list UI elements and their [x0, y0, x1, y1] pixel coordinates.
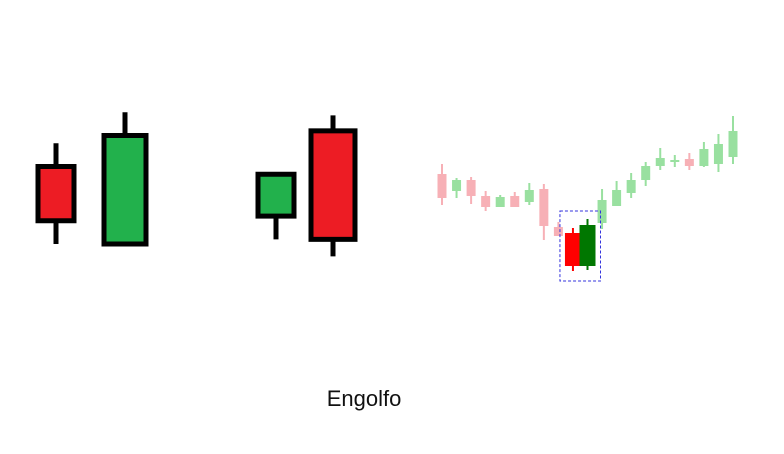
example-candle-bear — [35, 143, 77, 244]
market-candle-body — [481, 196, 491, 207]
market-candle — [495, 195, 505, 207]
example-candle-bull — [101, 112, 149, 247]
market-candle-body — [564, 233, 581, 266]
market-candle — [539, 184, 549, 240]
market-candle — [510, 192, 520, 207]
market-candle — [437, 164, 447, 205]
market-candle-body — [495, 197, 505, 207]
market-candle — [713, 134, 723, 172]
example-bullish-engulfing — [35, 112, 149, 247]
example-candle-body — [35, 164, 77, 224]
market-candle — [699, 142, 709, 167]
market-candle — [524, 183, 534, 205]
market-candle-body — [612, 190, 622, 206]
market-candle — [466, 177, 476, 204]
market-candle-body — [553, 227, 563, 236]
example-candle-bear — [308, 115, 358, 257]
market-candle-body — [670, 160, 680, 162]
market-candle — [655, 148, 665, 170]
market-candle-body — [524, 190, 534, 202]
market-candle-body — [466, 180, 476, 196]
market-candle-body — [728, 131, 738, 157]
market-candle-body — [713, 144, 723, 164]
market-candle — [728, 116, 738, 164]
market-candle — [564, 228, 581, 271]
engulfing-examples — [35, 112, 358, 257]
market-candle — [481, 191, 491, 211]
market-candle — [670, 155, 680, 167]
market-candle-body — [510, 196, 520, 207]
market-candle-body — [699, 149, 709, 166]
example-candle-body — [308, 128, 358, 242]
market-candle — [641, 162, 651, 186]
market-candle-body — [539, 189, 549, 226]
market-candle-body — [626, 180, 636, 193]
market-candle — [579, 219, 596, 270]
market-candle-body — [684, 159, 694, 166]
example-bearish-engulfing — [255, 115, 358, 257]
market-candle — [612, 181, 622, 206]
market-candle-body — [579, 225, 596, 266]
example-candle-bull — [255, 171, 297, 240]
market-candle — [626, 173, 636, 198]
example-candle-body — [255, 171, 297, 219]
market-candle-body — [655, 158, 665, 166]
market-candle-body — [597, 200, 607, 223]
engulfing-highlight-box — [559, 210, 602, 282]
market-candle — [553, 222, 563, 236]
market-candle — [684, 153, 694, 170]
pattern-caption: Engolfo — [326, 386, 402, 411]
market-chart — [437, 116, 738, 282]
example-candle-body — [101, 133, 149, 247]
market-candle — [597, 189, 607, 229]
market-candle-body — [452, 180, 462, 191]
market-candle — [452, 178, 462, 198]
market-candle-body — [641, 166, 651, 180]
market-candle-body — [437, 174, 447, 198]
